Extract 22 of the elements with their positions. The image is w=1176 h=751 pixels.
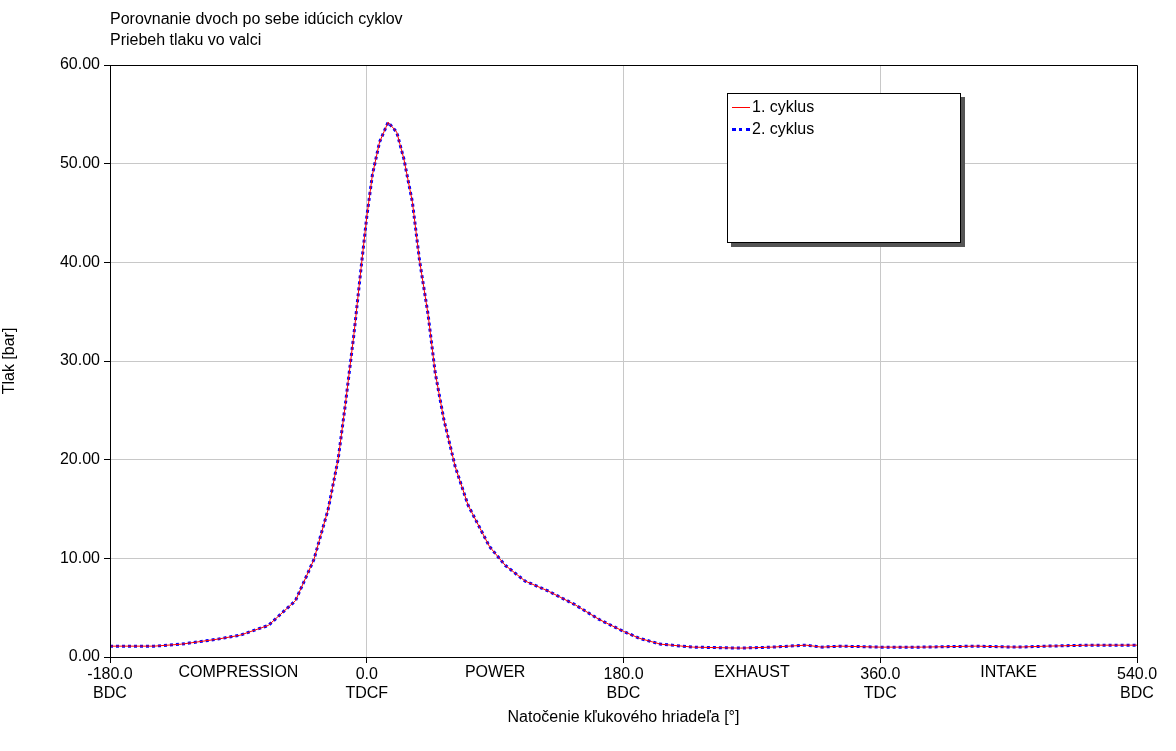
x-tick-label: -180.0 BDC (87, 665, 133, 702)
y-tick-label: 20.00 (59, 450, 101, 468)
y-tick-label: 10.00 (59, 548, 101, 566)
x-tick-label: 180.0 BDC (603, 665, 644, 702)
x-tick-label: 0.0 TDCF (345, 665, 389, 702)
y-tick-label: 0.00 (68, 647, 101, 665)
chart-subtitle: Priebeh tlaku vo valci (110, 31, 262, 49)
x-tick-label: 540.0 BDC (1116, 665, 1158, 702)
legend-label: 2. cyklus (752, 120, 815, 138)
y-tick-label: 30.00 (59, 351, 101, 369)
x-tick-label: 360.0 TDC (860, 665, 901, 702)
legend-label: 1. cyklus (752, 98, 815, 116)
text: INTAKE (980, 663, 1037, 681)
y-tick-label: 40.00 (59, 252, 101, 270)
y-tick-label: 50.00 (59, 154, 101, 172)
text: POWER (464, 663, 526, 681)
y-tick-label: 60.00 (59, 55, 101, 73)
y-axis-title: Tlak [bar] (0, 327, 18, 395)
x-axis-title: Natočenie kľukového hriadeľa [°] (507, 707, 740, 725)
text: EXHAUST (714, 663, 790, 681)
chart-title: Porovnanie dvoch po sebe idúcich cyklov (110, 10, 403, 28)
text: COMPRESSION (178, 663, 299, 681)
